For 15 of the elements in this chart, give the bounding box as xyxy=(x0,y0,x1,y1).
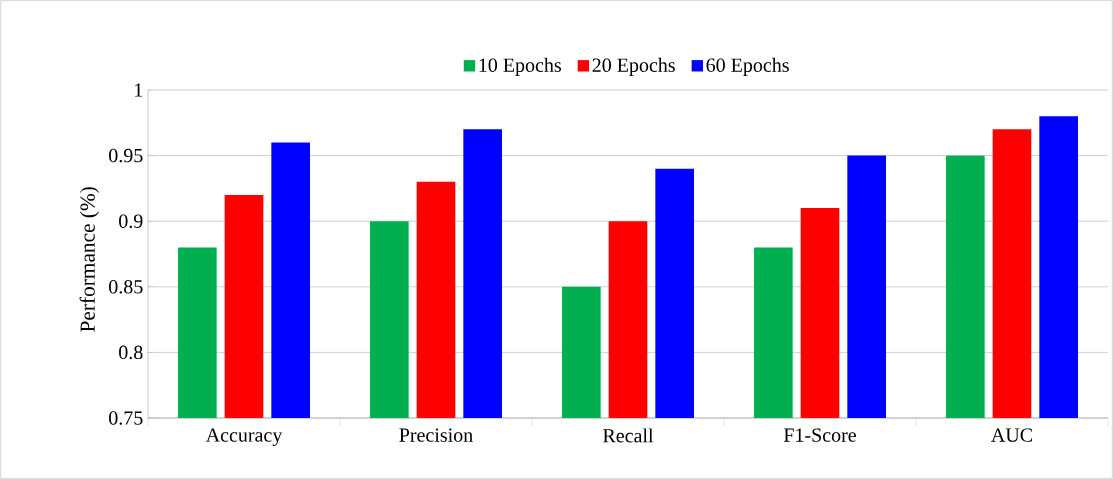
y-tick-label: 1 xyxy=(135,83,143,97)
y-tick-label: 0.8 xyxy=(119,345,143,360)
legend-label: 60 Epochs xyxy=(706,57,789,76)
y-tick-label: 0.9 xyxy=(119,214,143,228)
x-tick-label: Precision xyxy=(399,428,473,442)
x-tick-label: F1-Score xyxy=(783,428,856,442)
y-tick-label: 0.75 xyxy=(109,411,143,425)
x-tick-label: Accuracy xyxy=(205,428,283,446)
y-tick-label: 0.95 xyxy=(109,148,143,163)
y-tick-label: 0.85 xyxy=(109,280,143,294)
x-tick-label: AUC xyxy=(991,428,1032,442)
y-axis-title: Performance (%) xyxy=(79,187,100,332)
legend-label: 10 Epochs xyxy=(479,57,561,76)
x-tick-label: Recall xyxy=(603,428,654,443)
legend-label: 20 Epochs xyxy=(592,57,675,76)
